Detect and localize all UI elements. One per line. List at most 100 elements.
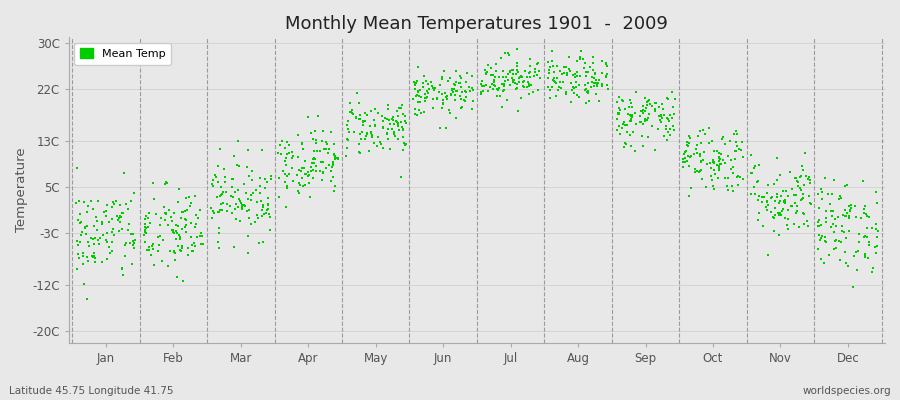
Point: [273, 142, 287, 148]
Point: [368, 122, 382, 129]
Point: [768, 212, 782, 218]
Point: [826, 208, 841, 214]
Point: [145, 246, 159, 252]
Point: [767, 215, 781, 222]
Point: [381, 106, 395, 112]
Point: [553, 68, 567, 74]
Point: [622, 104, 636, 110]
Point: [495, 68, 509, 74]
Point: [380, 129, 394, 136]
Point: [360, 112, 374, 118]
Point: [112, 219, 127, 226]
Point: [562, 54, 576, 60]
Point: [193, 207, 207, 214]
Point: [258, 209, 273, 216]
Point: [592, 98, 607, 104]
Point: [764, 209, 778, 215]
Point: [383, 121, 398, 128]
Point: [125, 231, 140, 238]
Point: [295, 141, 310, 148]
Point: [585, 79, 599, 85]
Point: [827, 246, 842, 252]
Point: [761, 252, 776, 258]
Point: [90, 227, 104, 234]
Point: [196, 240, 211, 247]
Point: [818, 238, 832, 244]
Point: [595, 58, 609, 64]
Text: Latitude 45.75 Longitude 41.75: Latitude 45.75 Longitude 41.75: [9, 386, 174, 396]
Point: [178, 216, 193, 223]
Point: [491, 85, 506, 91]
Point: [305, 136, 320, 142]
Point: [328, 154, 342, 161]
Point: [240, 146, 255, 153]
Point: [310, 148, 324, 154]
Point: [688, 146, 703, 152]
Point: [629, 121, 643, 127]
Point: [787, 192, 801, 198]
Point: [244, 197, 258, 203]
Point: [814, 221, 828, 228]
Point: [777, 198, 791, 204]
Point: [796, 191, 810, 197]
Point: [767, 228, 781, 234]
Point: [436, 97, 450, 103]
Point: [96, 232, 111, 238]
Point: [864, 225, 878, 232]
Point: [284, 155, 299, 161]
Point: [694, 140, 708, 146]
Point: [785, 203, 799, 210]
Point: [793, 185, 807, 191]
Point: [374, 140, 389, 147]
Point: [556, 64, 571, 70]
Point: [244, 221, 258, 227]
Point: [611, 111, 625, 117]
Point: [302, 173, 316, 179]
Point: [97, 208, 112, 215]
Point: [531, 59, 545, 66]
Point: [598, 73, 613, 79]
Point: [174, 215, 188, 221]
Point: [748, 163, 762, 170]
Point: [578, 82, 592, 88]
Point: [77, 225, 92, 232]
Point: [819, 219, 833, 225]
Point: [182, 194, 196, 200]
Point: [626, 129, 641, 135]
Point: [326, 159, 340, 165]
Point: [138, 221, 152, 228]
Point: [427, 85, 441, 91]
Point: [609, 116, 624, 122]
Point: [732, 146, 746, 152]
Point: [352, 100, 366, 106]
Point: [556, 79, 571, 85]
Point: [768, 198, 782, 204]
Point: [479, 82, 493, 88]
Point: [706, 166, 721, 173]
Point: [447, 81, 462, 87]
Point: [308, 156, 322, 162]
Point: [477, 83, 491, 90]
Point: [868, 221, 883, 227]
Point: [455, 104, 470, 110]
Point: [71, 242, 86, 248]
Point: [352, 149, 366, 155]
Point: [617, 144, 632, 150]
Point: [296, 146, 310, 152]
Point: [734, 174, 748, 180]
Point: [454, 105, 468, 112]
Point: [162, 207, 176, 213]
Point: [755, 194, 770, 200]
Point: [488, 74, 502, 80]
Point: [241, 233, 256, 240]
Point: [112, 202, 127, 208]
Point: [726, 188, 741, 194]
Point: [419, 88, 434, 94]
Point: [507, 79, 521, 86]
Point: [356, 122, 370, 128]
Point: [697, 149, 711, 155]
Point: [774, 193, 788, 200]
Point: [530, 72, 544, 78]
Point: [481, 88, 495, 94]
Point: [212, 179, 226, 185]
